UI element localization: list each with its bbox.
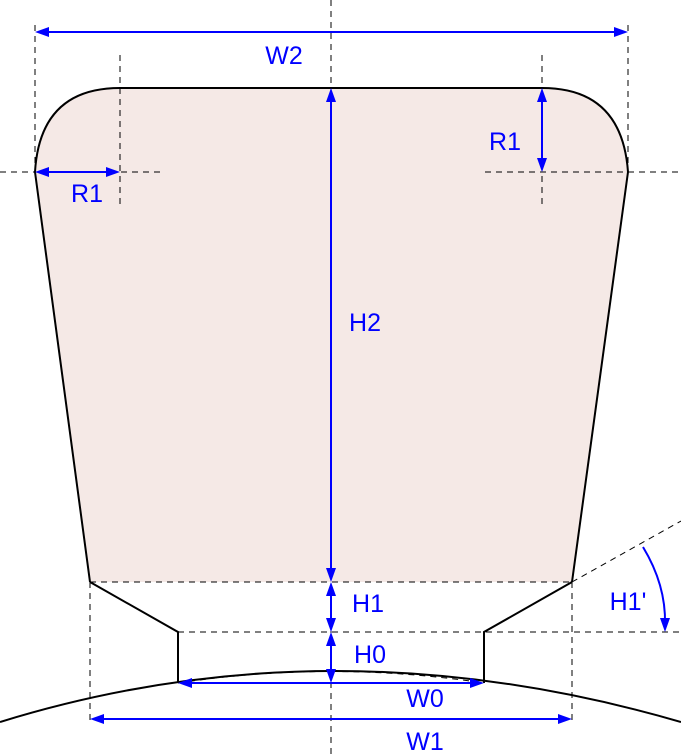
w2-label: W2	[265, 42, 303, 70]
r1-left-label: R1	[71, 180, 103, 208]
h1-prime-angle-dimension: H1'	[610, 546, 670, 632]
w1-dimension: W1	[90, 714, 572, 755]
w0-label: W0	[406, 685, 444, 713]
dashed-inner-arc	[177, 671, 485, 684]
r1-left-dimension: R1	[35, 167, 120, 208]
w2-dimension: W2	[35, 27, 628, 70]
h0-dimension: H0	[326, 632, 386, 683]
h1-label: H1	[352, 590, 384, 618]
r1-right-dimension: R1	[489, 88, 547, 172]
w0-dimension: W0	[178, 678, 484, 713]
base-arc	[0, 670, 681, 723]
r1-right-label: R1	[489, 128, 521, 156]
neck-outline	[89, 581, 573, 683]
h2-dimension: H2	[326, 88, 381, 582]
h1-dimension: H1	[326, 582, 384, 632]
h0-label: H0	[354, 641, 386, 669]
w1-label: W1	[406, 728, 444, 755]
h1-prime-label: H1'	[610, 588, 647, 616]
h2-label: H2	[349, 309, 381, 337]
